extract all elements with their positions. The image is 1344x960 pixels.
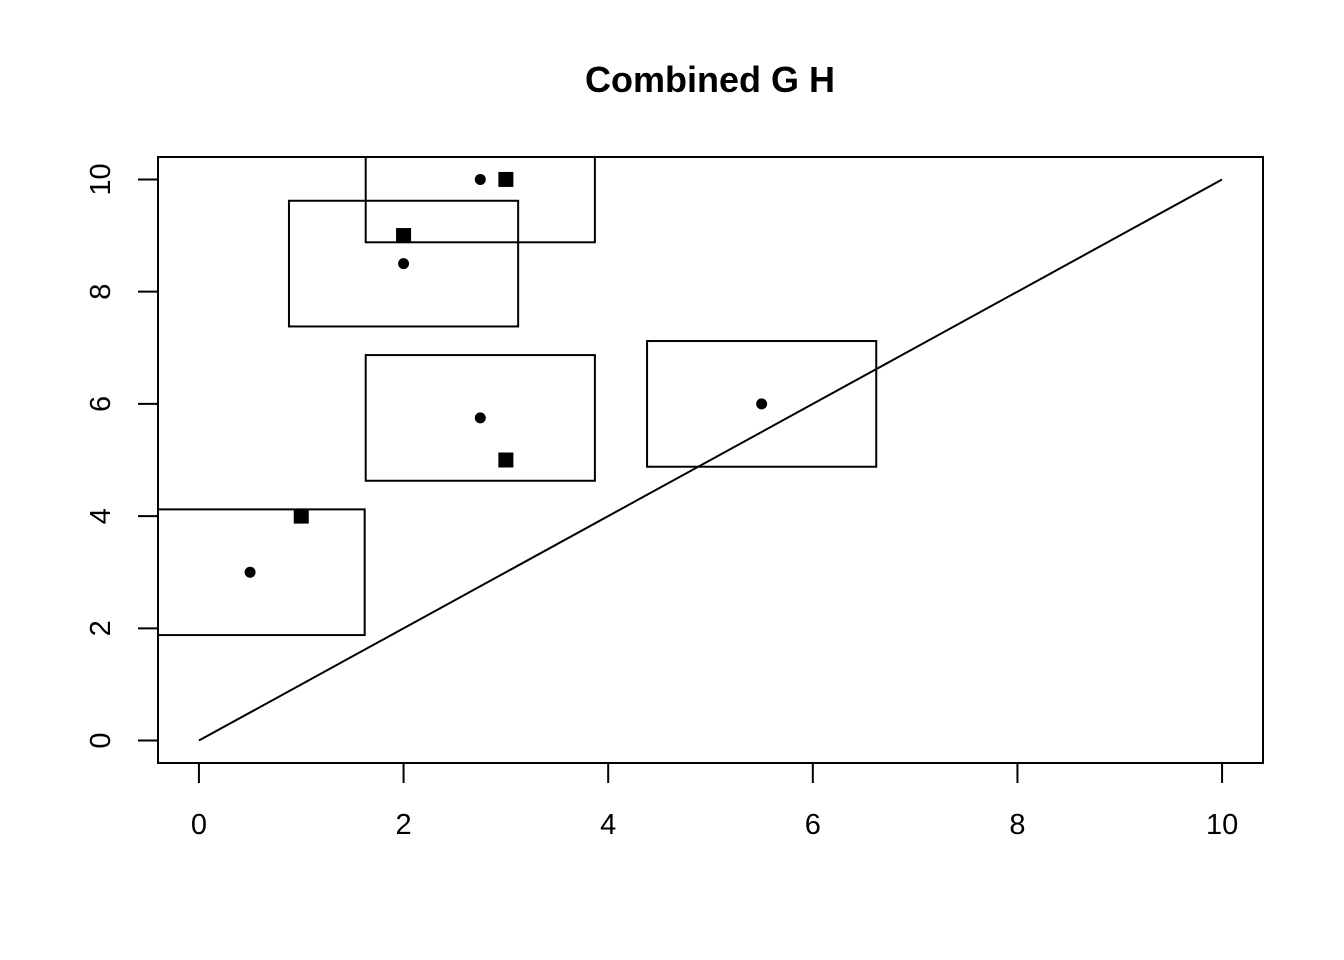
y-tick-label: 10 [85, 163, 117, 195]
y-tick-label: 6 [85, 396, 117, 412]
x-tick-label: 6 [805, 809, 821, 841]
y-axis: 0 2 4 6 8 10 [85, 163, 159, 749]
x-axis: 0 2 4 6 8 10 [191, 762, 1238, 841]
square-point [293, 508, 309, 524]
circle-point [756, 398, 768, 410]
circle-point [474, 173, 486, 185]
y-tick-label: 8 [85, 284, 117, 300]
annotation-rectangle [287, 199, 520, 328]
circle-point [398, 258, 410, 270]
square-point [498, 452, 514, 468]
y-tick-label: 2 [85, 620, 117, 636]
x-tick-label: 8 [1009, 809, 1025, 841]
circle-point [474, 412, 486, 424]
x-tick-label: 0 [191, 809, 207, 841]
square-point [498, 171, 514, 187]
annotation-rectangle [646, 340, 878, 468]
reference-line [198, 178, 1223, 742]
x-tick-label: 2 [395, 809, 411, 841]
plot-area [157, 156, 1223, 742]
annotation-rectangle [364, 354, 596, 482]
annotation-rectangle [157, 508, 366, 637]
y-tick-label: 4 [85, 508, 117, 524]
x-tick-label: 4 [600, 809, 616, 841]
circle-point [244, 566, 256, 578]
square-point [396, 228, 412, 244]
x-tick-label: 10 [1206, 809, 1238, 841]
y-tick-label: 0 [85, 732, 117, 748]
chart-title: Combined G H [585, 59, 835, 100]
